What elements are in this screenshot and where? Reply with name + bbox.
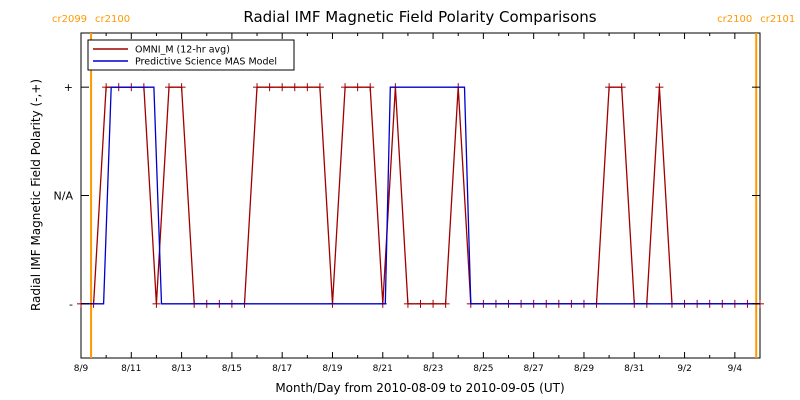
data-point — [290, 83, 299, 92]
x-tick-label: 8/29 — [574, 364, 594, 374]
data-point — [366, 83, 375, 92]
data-point — [416, 299, 425, 308]
y-tick-label: - — [69, 298, 73, 311]
y-tick-label: N/A — [54, 190, 74, 203]
plot-frame — [80, 32, 761, 359]
data-point — [353, 83, 362, 92]
carrington-label-right: cr2100 — [95, 14, 130, 25]
data-point — [315, 83, 324, 92]
data-point — [617, 83, 626, 92]
x-axis-label: Month/Day from 2010-08-09 to 2010-09-05 … — [275, 381, 564, 395]
x-tick-label: 8/27 — [524, 364, 544, 374]
data-point — [341, 83, 350, 92]
x-tick-label: 8/25 — [473, 364, 493, 374]
carrington-label-right: cr2101 — [760, 14, 795, 25]
x-tick-label: 8/23 — [423, 364, 443, 374]
y-axis-label: Radial IMF Magnetic Field Polarity (-,+) — [29, 79, 43, 311]
x-tick-label: 9/4 — [728, 364, 743, 374]
series-line-1 — [81, 86, 760, 305]
data-point — [177, 83, 186, 92]
legend: OMNI_M (12-hr avg)Predictive Science MAS… — [87, 39, 295, 71]
y-tick-label: + — [64, 81, 73, 94]
chart-title: Radial IMF Magnetic Field Polarity Compa… — [243, 8, 596, 26]
x-tick-label: 8/15 — [222, 364, 242, 374]
data-point — [152, 299, 161, 308]
data-point — [253, 83, 262, 92]
data-point — [403, 299, 412, 308]
series-line-2 — [81, 86, 760, 305]
x-tick-label: 8/21 — [373, 364, 393, 374]
x-tick-label: 8/31 — [624, 364, 644, 374]
x-tick-label: 8/11 — [121, 364, 141, 374]
x-tick-label: 8/19 — [322, 364, 342, 374]
data-point — [303, 83, 312, 92]
legend-entry: Predictive Science MAS Model — [135, 57, 277, 68]
carrington-label-left: cr2099 — [52, 14, 87, 25]
x-tick-label: 8/13 — [171, 364, 191, 374]
x-tick-label: 9/2 — [677, 364, 691, 374]
data-point — [165, 83, 174, 92]
x-tick-label: 8/9 — [74, 364, 89, 374]
data-point — [102, 83, 111, 92]
data-point — [429, 299, 438, 308]
data-point — [605, 83, 614, 92]
data-point — [265, 83, 274, 92]
legend-box — [87, 39, 295, 71]
x-tick-label: 8/17 — [272, 364, 292, 374]
carrington-label-left: cr2100 — [717, 14, 752, 25]
legend-entry: OMNI_M (12-hr avg) — [135, 45, 230, 56]
data-point — [655, 83, 664, 92]
data-point — [278, 83, 287, 92]
data-point — [441, 299, 450, 308]
